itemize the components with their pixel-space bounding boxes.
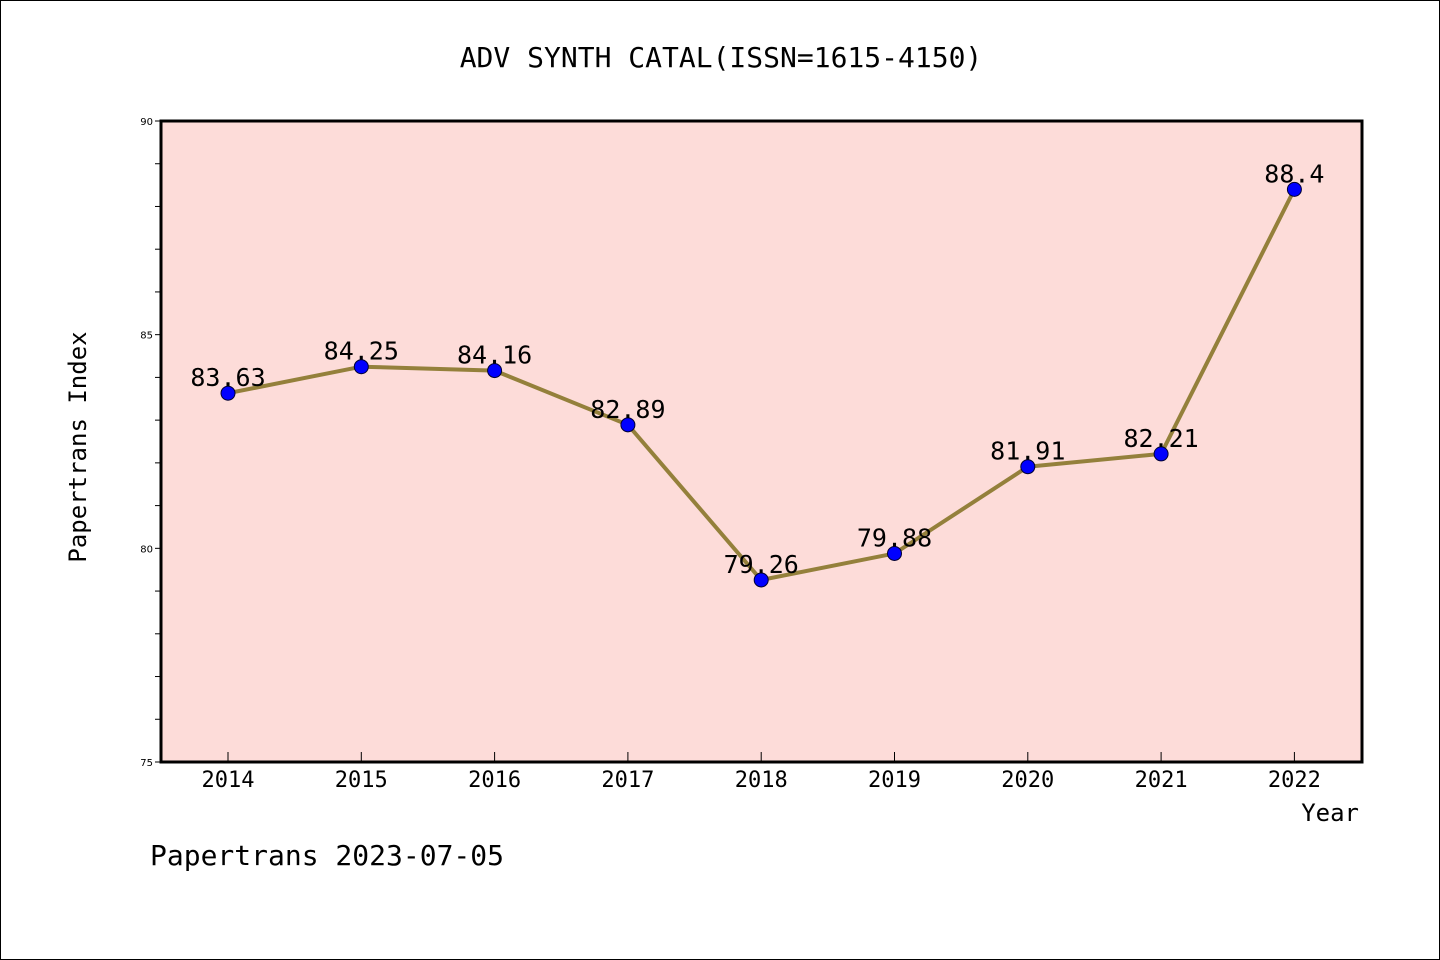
x-axis-label: Year bbox=[1301, 799, 1359, 827]
y-axis-ticks: 75 80 85 90 bbox=[140, 117, 161, 769]
data-point-marker bbox=[1020, 459, 1036, 475]
y-tick-label: 80 bbox=[140, 544, 153, 555]
x-tick-label: 2021 bbox=[1135, 768, 1188, 793]
data-labels: 83.63 84.25 84.16 82.89 79.26 79.88 81.91 82.21… bbox=[190, 159, 1324, 579]
data-point-marker bbox=[220, 385, 236, 401]
x-tick-label: 2014 bbox=[202, 768, 255, 793]
data-point-marker bbox=[620, 417, 636, 433]
data-point-marker bbox=[353, 359, 369, 375]
chart-title: ADV SYNTH CATAL(ISSN=1615-4150) bbox=[460, 41, 983, 74]
data-point-marker bbox=[753, 572, 769, 588]
data-point-marker bbox=[1153, 446, 1169, 462]
data-point-marker bbox=[1286, 181, 1302, 197]
data-value-label: 83.63 bbox=[190, 363, 265, 392]
data-value-label: 82.21 bbox=[1123, 424, 1198, 453]
x-tick-label: 2022 bbox=[1268, 768, 1321, 793]
y-tick-label: 85 bbox=[140, 331, 153, 342]
plot-area bbox=[161, 121, 1362, 762]
x-tick-label: 2018 bbox=[735, 768, 788, 793]
x-tick-label: 2015 bbox=[335, 768, 388, 793]
plot-frame bbox=[159, 119, 1364, 764]
data-value-label: 79.88 bbox=[857, 523, 932, 552]
data-markers bbox=[220, 181, 1302, 588]
data-value-label: 82.89 bbox=[590, 395, 665, 424]
x-tick-label: 2017 bbox=[601, 768, 654, 793]
data-value-label: 88.4 bbox=[1264, 159, 1324, 188]
x-tick-label: 2020 bbox=[1001, 768, 1054, 793]
x-tick-label: 2016 bbox=[468, 768, 521, 793]
x-axis-ticks: 2014 2015 2016 2017 2018 2019 2020 2021 2022 bbox=[202, 752, 1321, 793]
data-value-label: 84.16 bbox=[457, 341, 532, 370]
footer-credit: Papertrans 2023-07-05 bbox=[150, 839, 504, 872]
data-value-label: 79.26 bbox=[724, 550, 799, 579]
y-tick-label: 90 bbox=[140, 117, 153, 128]
data-point-marker bbox=[887, 545, 902, 561]
x-tick-label: 2019 bbox=[868, 768, 921, 793]
data-value-label: 84.25 bbox=[324, 337, 399, 366]
data-point-marker bbox=[487, 363, 503, 379]
y-tick-label: 75 bbox=[140, 758, 153, 769]
data-value-label: 81.91 bbox=[990, 437, 1065, 466]
y-axis-label: Papertrans Index bbox=[64, 331, 92, 562]
